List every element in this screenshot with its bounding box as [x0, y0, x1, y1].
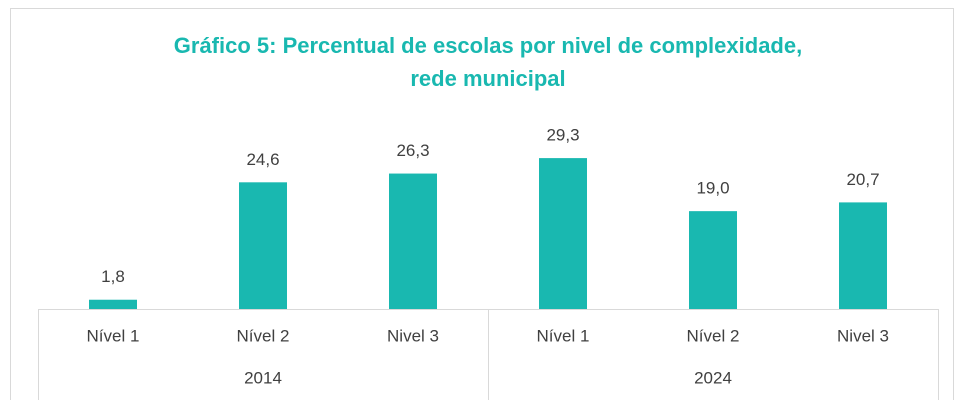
data-label: 29,3	[546, 126, 579, 145]
chart-title: rede municipal	[410, 66, 565, 91]
bar	[539, 158, 587, 309]
data-label: 1,8	[101, 267, 125, 286]
x-tick-label: Nível 1	[537, 326, 590, 345]
data-label: 26,3	[396, 141, 429, 160]
data-label: 20,7	[846, 170, 879, 189]
group-label: 2014	[244, 368, 282, 387]
data-label: 24,6	[246, 150, 279, 169]
x-tick-label: Nivel 3	[837, 326, 889, 345]
x-tick-label: Nível 1	[87, 326, 140, 345]
bar	[839, 202, 887, 309]
chart-title: Gráfico 5: Percentual de escolas por niv…	[174, 33, 802, 58]
x-tick-label: Nivel 3	[387, 326, 439, 345]
data-label: 19,0	[696, 179, 729, 198]
x-tick-label: Nível 2	[237, 326, 290, 345]
bar	[389, 173, 437, 309]
x-tick-label: Nível 2	[687, 326, 740, 345]
bar	[689, 211, 737, 309]
group-label: 2024	[694, 368, 732, 387]
bar	[239, 182, 287, 309]
bar	[89, 299, 137, 309]
